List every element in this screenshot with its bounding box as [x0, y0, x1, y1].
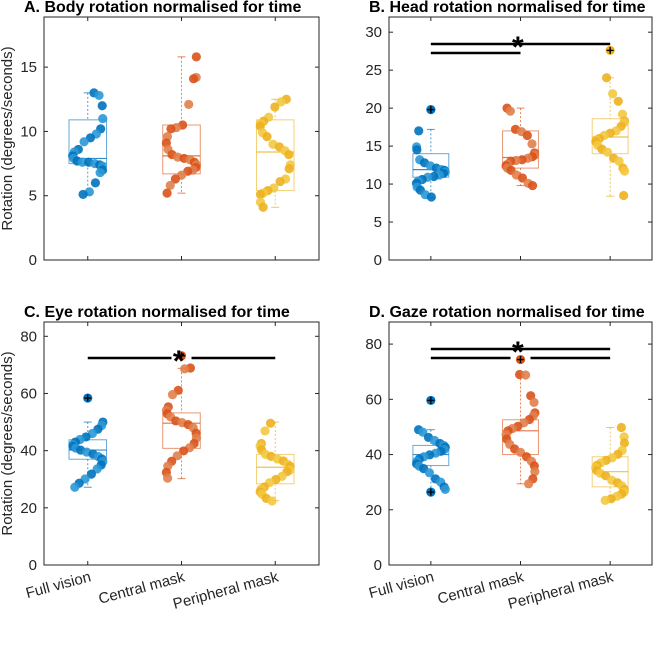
- data-point: [527, 139, 537, 149]
- y-tick-label: 0: [29, 557, 37, 574]
- data-point: [70, 482, 80, 492]
- data-point: [255, 189, 266, 200]
- y-tick-label: 15: [365, 138, 382, 155]
- y-tick-label: 30: [365, 24, 382, 41]
- panel-title-eye: C. Eye rotation normalised for time: [24, 304, 290, 321]
- data-point: [260, 426, 270, 436]
- y-tick-label: 40: [20, 443, 37, 460]
- data-point: [440, 484, 450, 494]
- data-point: [79, 137, 89, 147]
- data-point: [424, 468, 435, 478]
- data-point: [414, 126, 424, 136]
- data-point: [167, 390, 178, 400]
- data-point: [166, 124, 176, 134]
- data-point: [86, 469, 96, 479]
- data-point: [98, 113, 108, 124]
- data-point: [505, 106, 515, 116]
- data-point: [184, 99, 194, 110]
- y-tick-label: 20: [365, 100, 382, 117]
- data-point: [265, 418, 276, 428]
- data-point: [284, 164, 294, 174]
- data-point: [191, 52, 201, 62]
- y-tick-label: 20: [20, 500, 37, 517]
- data-point: [275, 176, 285, 187]
- data-point: [258, 202, 268, 212]
- y-tick-label: 0: [29, 252, 37, 269]
- y-tick-label: 5: [374, 214, 382, 231]
- significance-star: *: [173, 345, 185, 378]
- data-point: [162, 188, 172, 198]
- data-point: [276, 97, 286, 107]
- data-point: [179, 446, 189, 456]
- data-point: [412, 145, 422, 155]
- y-tick-label: 10: [365, 176, 382, 193]
- data-point: [78, 189, 88, 200]
- panel-title-body: A. Body rotation normalised for time: [24, 0, 301, 16]
- y-tick-label: 15: [20, 59, 37, 76]
- y-tick-label: 60: [20, 385, 37, 402]
- data-point: [170, 174, 180, 184]
- data-point: [619, 190, 629, 201]
- data-point: [527, 180, 538, 191]
- data-point: [608, 89, 618, 99]
- data-point: [163, 473, 173, 483]
- panel-body-rotation: A. Body rotation normalised for time 0 5 10…: [0, 0, 320, 269]
- data-point: [180, 364, 190, 374]
- data-point: [284, 149, 294, 160]
- panel-head-rotation: B. Head rotation normalised for time 0 5 10…: [365, 0, 653, 269]
- data-point: [77, 157, 88, 167]
- panel-eye-rotation: C. Eye rotation normalised for time 0 20 40…: [0, 304, 320, 613]
- box-iqr-0: [412, 444, 450, 467]
- data-point: [165, 180, 175, 191]
- y-tick-label: 0: [374, 557, 382, 574]
- panel-gaze-rotation: D. Gaze rotation normalised for time 0 20 4…: [365, 304, 653, 613]
- y-tick-label: 25: [365, 62, 382, 79]
- y-tick-label: 5: [29, 188, 37, 205]
- data-point: [601, 73, 612, 83]
- data-point: [530, 467, 540, 477]
- data-point: [97, 101, 107, 111]
- data-point: [619, 166, 630, 176]
- significance-star: *: [512, 336, 524, 369]
- data-point: [188, 74, 199, 84]
- data-point: [90, 178, 101, 188]
- data-point: [426, 192, 436, 202]
- data-point: [522, 130, 532, 141]
- data-point: [262, 131, 272, 142]
- data-point: [529, 397, 539, 407]
- y-tick-label: 20: [365, 502, 382, 519]
- data-point: [602, 147, 613, 157]
- x-category-label: Peripheral mask: [171, 568, 281, 613]
- y-tick-label: 40: [365, 447, 382, 464]
- y-tick-label: 10: [20, 123, 37, 140]
- y-tick-label: 80: [20, 328, 37, 345]
- data-point: [600, 495, 610, 505]
- data-point: [613, 96, 623, 106]
- y-axis-label: Rotation (degrees/seconds): [0, 351, 16, 535]
- data-point: [267, 496, 277, 506]
- panel-title-gaze: D. Gaze rotation normalised for time: [369, 304, 645, 321]
- y-axis-label: Rotation (degrees/seconds): [0, 46, 16, 230]
- data-point: [619, 438, 630, 448]
- data-point: [270, 102, 280, 112]
- data-point: [524, 479, 534, 489]
- y-tick-label: 0: [374, 252, 382, 269]
- panel-title-head: B. Head rotation normalised for time: [369, 0, 646, 16]
- data-point: [95, 167, 105, 178]
- data-point: [94, 90, 104, 101]
- y-tick-label: 80: [365, 336, 382, 353]
- data-point: [616, 422, 626, 433]
- significance-star: *: [512, 31, 524, 64]
- y-tick-label: 60: [365, 391, 382, 408]
- data-point: [614, 156, 624, 166]
- data-point: [520, 370, 531, 380]
